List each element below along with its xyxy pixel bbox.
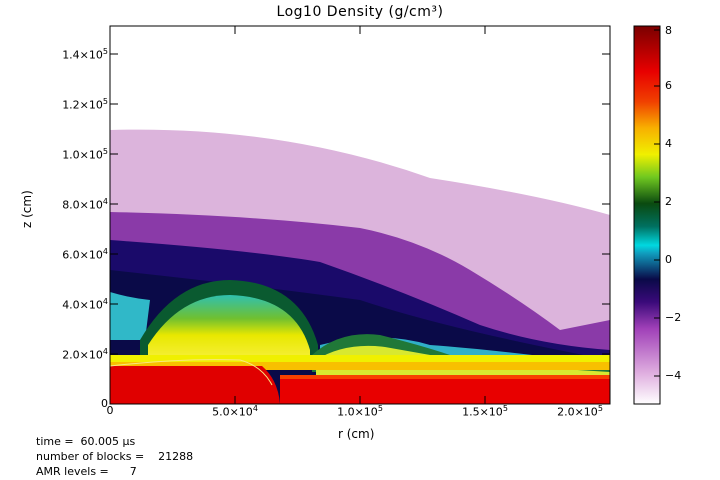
cyan-layer bbox=[110, 292, 150, 340]
y-tick-label: 0 bbox=[101, 397, 108, 410]
y-tick-label: 2.0×104 bbox=[62, 347, 108, 362]
plot-title: Log10 Density (g/cm³) bbox=[276, 4, 444, 20]
x-axis-label: r (cm) bbox=[338, 427, 375, 441]
red-slab bbox=[280, 375, 610, 404]
colorbar-tick-marks bbox=[654, 29, 660, 377]
red-target-top bbox=[109, 359, 273, 386]
x-tick-label: 1.0×105 bbox=[337, 404, 383, 419]
x-tick-label: 2.0×105 bbox=[557, 404, 603, 419]
x-tick-marks bbox=[234, 26, 486, 404]
y-tick-label: 1.0×105 bbox=[62, 147, 108, 162]
colorbar-tick-label: 2 bbox=[665, 195, 672, 208]
bubble-inner bbox=[148, 295, 310, 362]
y-tick-label: 4.0×104 bbox=[62, 297, 108, 312]
colorbar-tick-label: 6 bbox=[665, 79, 672, 92]
block-count-readout: number of blocks = 21288 bbox=[36, 450, 194, 463]
x-tick-label: 0 bbox=[106, 404, 114, 417]
red-target bbox=[110, 366, 280, 404]
time-readout: time = 60.005 μs bbox=[36, 435, 136, 448]
y-tick-label: 8.0×104 bbox=[62, 197, 108, 212]
colorbar-tick-label: 8 bbox=[665, 24, 672, 37]
y-tick-label: 6.0×104 bbox=[62, 247, 108, 262]
colorbar-tick-label: 0 bbox=[665, 253, 672, 266]
orange-band bbox=[110, 362, 610, 370]
slab-edge bbox=[280, 375, 610, 379]
y-tick-marks bbox=[110, 53, 610, 405]
colorbar bbox=[633, 25, 661, 405]
colorbar-tick-label: 4 bbox=[665, 137, 672, 150]
colorbar-tick-label: −2 bbox=[665, 311, 682, 324]
x-tick-label: 5.0×104 bbox=[212, 404, 258, 419]
y-axis-label: z (cm) bbox=[20, 190, 34, 228]
colorbar-tick-label: −4 bbox=[665, 369, 682, 382]
amr-levels-readout: AMR levels = 7 bbox=[36, 465, 137, 478]
x-tick-label: 1.5×105 bbox=[462, 404, 508, 419]
y-tick-label: 1.4×105 bbox=[62, 47, 108, 62]
y-tick-label: 1.2×105 bbox=[62, 97, 108, 112]
